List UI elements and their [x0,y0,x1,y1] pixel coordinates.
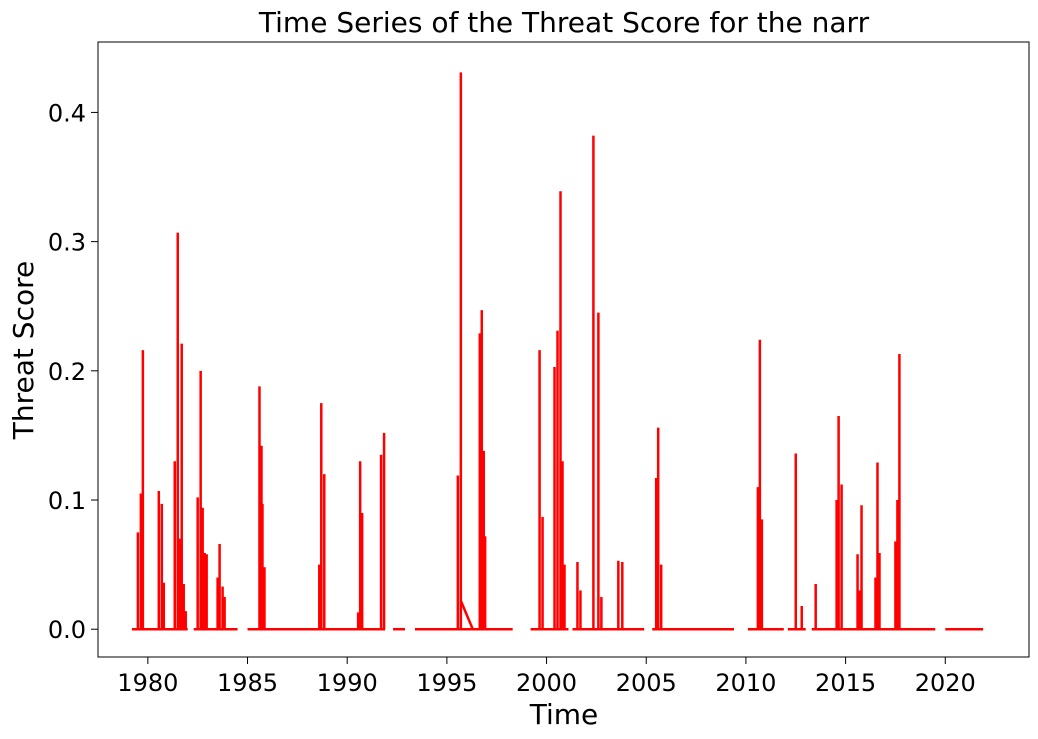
y-tick-label: 0.0 [48,616,86,644]
y-axis-ticks: 0.0 0.1 0.2 0.3 0.4 [48,99,98,644]
plot-frame [97,41,1030,658]
threat-score-series [131,72,984,631]
y-tick-label: 0.1 [48,487,86,515]
y-tick-label: 0.4 [48,99,86,127]
x-tick-label: 2015 [815,669,876,697]
y-tick-label: 0.2 [48,358,86,386]
y-tick-label: 0.3 [48,229,86,257]
x-axis-label: Time [529,698,599,731]
y-axis-label: Threat Score [7,261,40,440]
x-tick-label: 1990 [317,669,378,697]
x-tick-label: 2020 [915,669,976,697]
x-tick-label: 2005 [616,669,677,697]
decay-segment [459,600,474,630]
x-axis-ticks: 1980 1985 1990 1995 2000 2005 2010 2015 2020 [117,657,976,697]
x-tick-label: 2010 [715,669,776,697]
x-tick-label: 1985 [217,669,278,697]
chart-title: Time Series of the Threat Score for the … [258,6,870,39]
x-tick-label: 1980 [117,669,178,697]
x-tick-label: 2000 [516,669,577,697]
x-tick-label: 1995 [416,669,477,697]
